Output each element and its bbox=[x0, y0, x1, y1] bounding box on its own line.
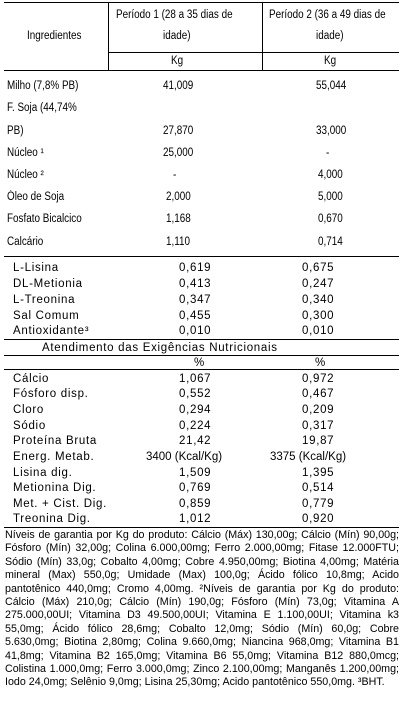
period1-percent-unit: % bbox=[194, 357, 205, 369]
additive-name: L-Treonina bbox=[13, 294, 76, 306]
additive-name: Antioxidante³ bbox=[13, 325, 90, 337]
requirement-name: Cloro bbox=[13, 404, 44, 416]
period1-value: 0,224 bbox=[179, 420, 212, 432]
period2-value: 0,920 bbox=[302, 513, 335, 525]
requirement-name: Treonina Dig. bbox=[13, 513, 91, 525]
period2-value: 0,209 bbox=[302, 404, 335, 416]
requirement-name: Lisina dig. bbox=[13, 467, 73, 479]
ingredient-name: F. Soja (44,74% bbox=[7, 102, 77, 114]
period2-header-line1: Período 2 (36 a 49 dias de bbox=[269, 9, 386, 21]
footnote: Níveis de garantia por Kg do produto: Cá… bbox=[5, 529, 399, 689]
requirement-name: Cálcio bbox=[13, 373, 50, 385]
section-title-rule bbox=[4, 355, 399, 356]
column-divider-2 bbox=[262, 2, 263, 71]
ingredient-name: Núcleo ¹ bbox=[7, 147, 44, 159]
period2-value: 4,000 bbox=[318, 169, 343, 181]
period1-value: 41,009 bbox=[163, 80, 194, 92]
header-divider bbox=[108, 52, 399, 53]
period2-unit: Kg bbox=[324, 55, 337, 67]
period2-value: 0,972 bbox=[302, 373, 335, 385]
period2-value: 0,467 bbox=[302, 388, 335, 400]
period2-value: 0,779 bbox=[302, 498, 335, 510]
period2-value: 3375 (Kcal/Kg) bbox=[270, 451, 347, 463]
period1-value: 27,870 bbox=[163, 125, 194, 137]
requirement-name: Proteína Bruta bbox=[13, 435, 97, 447]
ingredient-name: Óleo de Soja bbox=[7, 191, 65, 203]
additive-name: Sal Comum bbox=[13, 310, 80, 322]
period2-header-line2: idade) bbox=[316, 30, 344, 42]
ingredient-name: Milho (7,8% PB) bbox=[7, 80, 79, 92]
period1-value: 1,509 bbox=[179, 467, 212, 479]
ingredients-bottom-rule bbox=[4, 256, 399, 257]
period2-value: 0,010 bbox=[302, 325, 335, 337]
period2-value: 0,317 bbox=[302, 420, 335, 432]
period1-value: 0,347 bbox=[179, 294, 212, 306]
ingredients-header: Ingredientes bbox=[27, 30, 82, 42]
period1-value: 0,769 bbox=[179, 482, 212, 494]
period2-value: 0,514 bbox=[302, 482, 335, 494]
period1-value: 1,168 bbox=[166, 213, 191, 225]
additive-name: L-Lisina bbox=[13, 262, 59, 274]
period1-value: 1,012 bbox=[179, 513, 212, 525]
period1-value: 0,552 bbox=[179, 388, 212, 400]
period2-value: 0,247 bbox=[302, 278, 335, 290]
period2-value: 0,714 bbox=[318, 236, 343, 248]
ingredient-name: Núcleo ² bbox=[7, 169, 44, 181]
ingredient-name: Calcário bbox=[7, 236, 44, 248]
period2-value: 55,044 bbox=[316, 80, 347, 92]
period2-value: 0,675 bbox=[302, 262, 335, 274]
period2-value: - bbox=[326, 147, 330, 159]
additives-bottom-rule bbox=[4, 339, 399, 340]
period2-value: 1,395 bbox=[302, 467, 335, 479]
period1-value: - bbox=[173, 169, 177, 181]
period1-value: 1,067 bbox=[179, 373, 212, 385]
requirement-name: Fósforo disp. bbox=[13, 388, 89, 400]
period2-value: 0,340 bbox=[302, 294, 335, 306]
period1-unit: Kg bbox=[171, 55, 184, 67]
period1-value: 0,294 bbox=[179, 404, 212, 416]
period1-value: 0,455 bbox=[179, 310, 212, 322]
period1-value: 2,000 bbox=[166, 191, 191, 203]
ingredient-name: PB) bbox=[7, 125, 24, 137]
period1-value: 0,619 bbox=[179, 262, 212, 274]
period1-value: 1,110 bbox=[166, 236, 191, 248]
column-divider-1 bbox=[108, 2, 109, 71]
period2-value: 0,670 bbox=[318, 213, 343, 225]
period1-value: 3400 (Kcal/Kg) bbox=[146, 451, 223, 463]
period1-header-line2: idade) bbox=[163, 30, 191, 42]
period1-value: 25,000 bbox=[163, 147, 194, 159]
additive-name: DL-Metionia bbox=[13, 278, 83, 290]
percent-unit-rule bbox=[4, 369, 399, 370]
requirement-name: Met. + Cist. Dig. bbox=[13, 498, 108, 510]
period2-value: 33,000 bbox=[316, 125, 347, 137]
requirement-name: Metionina Dig. bbox=[13, 482, 97, 494]
period2-value: 0,300 bbox=[302, 310, 335, 322]
period1-value: 0,010 bbox=[179, 325, 212, 337]
header-bottom-rule bbox=[4, 70, 399, 71]
requirement-name: Sódio bbox=[13, 420, 46, 432]
period2-percent-unit: % bbox=[315, 357, 326, 369]
period1-value: 21,42 bbox=[179, 435, 212, 447]
period2-value: 19,87 bbox=[302, 435, 335, 447]
period1-header-line1: Período 1 (28 a 35 dias de bbox=[116, 9, 233, 21]
period1-value: 0,413 bbox=[179, 278, 212, 290]
requirement-name: Energ. Metab. bbox=[13, 451, 95, 463]
section-title: Atendimento das Exigências Nutricionais bbox=[42, 342, 278, 354]
ingredient-name: Fosfato Bicalcico bbox=[7, 213, 82, 225]
period2-value: 5,000 bbox=[318, 191, 343, 203]
period1-value: 0,859 bbox=[179, 498, 212, 510]
table-bottom-rule bbox=[4, 527, 399, 528]
table-top-rule bbox=[4, 2, 399, 3]
